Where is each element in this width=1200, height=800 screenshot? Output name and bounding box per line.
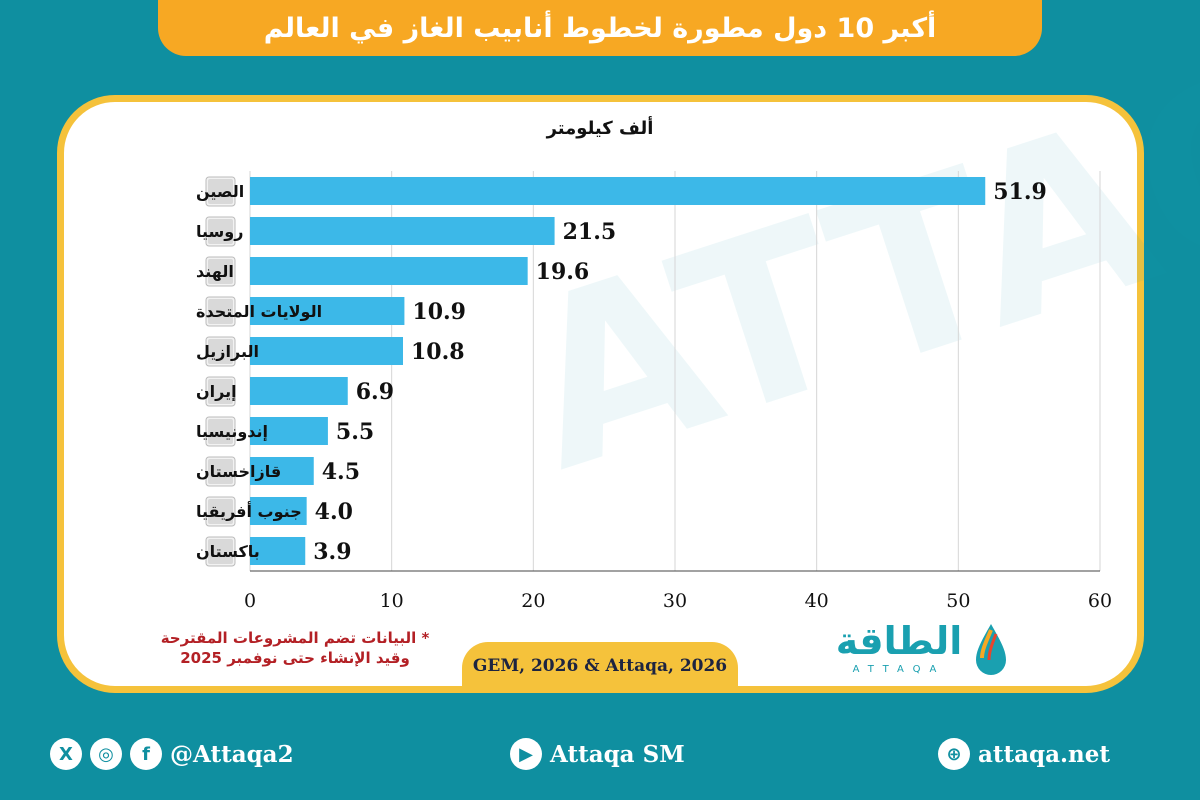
value-label: 19.6 <box>536 259 590 285</box>
value-label: 6.9 <box>356 379 394 405</box>
bars <box>250 177 986 565</box>
country-flag-icon <box>205 176 236 207</box>
website-link[interactable]: ⊕ attaqa.net <box>938 738 1110 770</box>
x-tick-label: 50 <box>946 590 970 612</box>
website-url: attaqa.net <box>978 740 1111 768</box>
country-flag-icon <box>205 496 236 527</box>
country-flag-icon <box>205 336 236 367</box>
value-label: 4.0 <box>315 499 353 525</box>
bar <box>250 217 555 245</box>
x-tick-label: 20 <box>521 590 545 612</box>
globe-icon: ⊕ <box>938 738 970 770</box>
x-tick-label: 60 <box>1088 590 1112 612</box>
category-label: جنوب أفريقيا <box>196 501 302 521</box>
category-label: إيران <box>196 382 237 401</box>
watermark: ATTAQA <box>494 0 1200 522</box>
bar <box>250 497 307 525</box>
country-flag-icon <box>205 296 236 327</box>
note-line-1: * البيانات تضم المشروعات المقترحة <box>160 629 430 647</box>
value-label: 5.5 <box>336 419 374 445</box>
x-tick-label: 30 <box>663 590 687 612</box>
country-flag-icon <box>205 536 236 567</box>
category-label: الهند <box>196 262 234 281</box>
source-label: GEM, 2026 & Attaqa, 2026 <box>462 642 738 690</box>
value-label: 51.9 <box>993 179 1047 205</box>
category-label: إندونيسيا <box>196 422 268 441</box>
bar <box>250 257 528 285</box>
country-flag-icon <box>205 216 236 247</box>
category-label: الولايات المتحدة <box>196 302 322 321</box>
category-labels: الصين روسيا الهند الولايات المتحدة البرازيل إ… <box>196 176 322 567</box>
facebook-icon[interactable]: f <box>130 738 162 770</box>
svg-text:ATTAQA: ATTAQA <box>494 0 1200 522</box>
bar <box>250 337 403 365</box>
category-label: باكستان <box>196 542 260 561</box>
category-label: الصين <box>196 182 244 201</box>
category-label: قازاخستان <box>196 462 281 481</box>
attaqa-logo: الطاقة ATTAQA <box>824 618 1014 680</box>
bar <box>250 457 314 485</box>
logo-english: ATTAQA <box>852 664 946 675</box>
youtube-link[interactable]: ▶ Attaqa SM <box>510 738 685 770</box>
social-handle[interactable]: @Attaqa2 <box>170 740 294 768</box>
bar <box>250 177 986 205</box>
x-twitter-icon[interactable]: X <box>50 738 82 770</box>
value-labels: 51.9 21.5 19.6 10.9 10.8 6.9 5.5 4.5 4.0 3.9 <box>313 179 1047 565</box>
instagram-icon[interactable]: ◎ <box>90 738 122 770</box>
value-label: 4.5 <box>322 459 360 485</box>
bar <box>250 417 328 445</box>
country-flag-icon <box>205 416 236 447</box>
x-tick-label: 40 <box>805 590 829 612</box>
value-label: 10.8 <box>411 339 465 365</box>
x-tick-label: 0 <box>244 590 256 612</box>
country-flag-icon <box>205 256 236 287</box>
x-tick-labels: 0 10 20 30 40 50 60 <box>244 590 1112 612</box>
value-label: 10.9 <box>412 299 466 325</box>
bar <box>250 537 306 565</box>
drop-icon <box>976 624 1006 675</box>
youtube-handle: Attaqa SM <box>550 740 685 768</box>
logo-arabic: الطاقة <box>835 619 963 663</box>
note-line-2: وقيد الإنشاء حتى نوفمبر 2025 <box>180 649 410 667</box>
category-label: البرازيل <box>196 342 259 361</box>
x-tick-label: 10 <box>380 590 404 612</box>
chart-title: أكبر 10 دول مطورة لخطوط أنابيب الغاز في … <box>158 0 1042 56</box>
country-flag-icon <box>205 456 236 487</box>
social-links: X ◎ f @Attaqa2 <box>50 738 294 770</box>
youtube-icon: ▶ <box>510 738 542 770</box>
category-label: روسيا <box>196 222 243 241</box>
country-flag-icon <box>205 376 236 407</box>
value-label: 3.9 <box>313 539 351 565</box>
data-note: * البيانات تضم المشروعات المقترحة وقيد ا… <box>150 628 440 668</box>
value-label: 21.5 <box>563 219 617 245</box>
unit-label: ألف كيلومتر <box>546 118 654 139</box>
footer: X ◎ f @Attaqa2 ▶ Attaqa SM ⊕ attaqa.net <box>0 720 1200 790</box>
bar <box>250 377 348 405</box>
bar <box>250 297 405 325</box>
